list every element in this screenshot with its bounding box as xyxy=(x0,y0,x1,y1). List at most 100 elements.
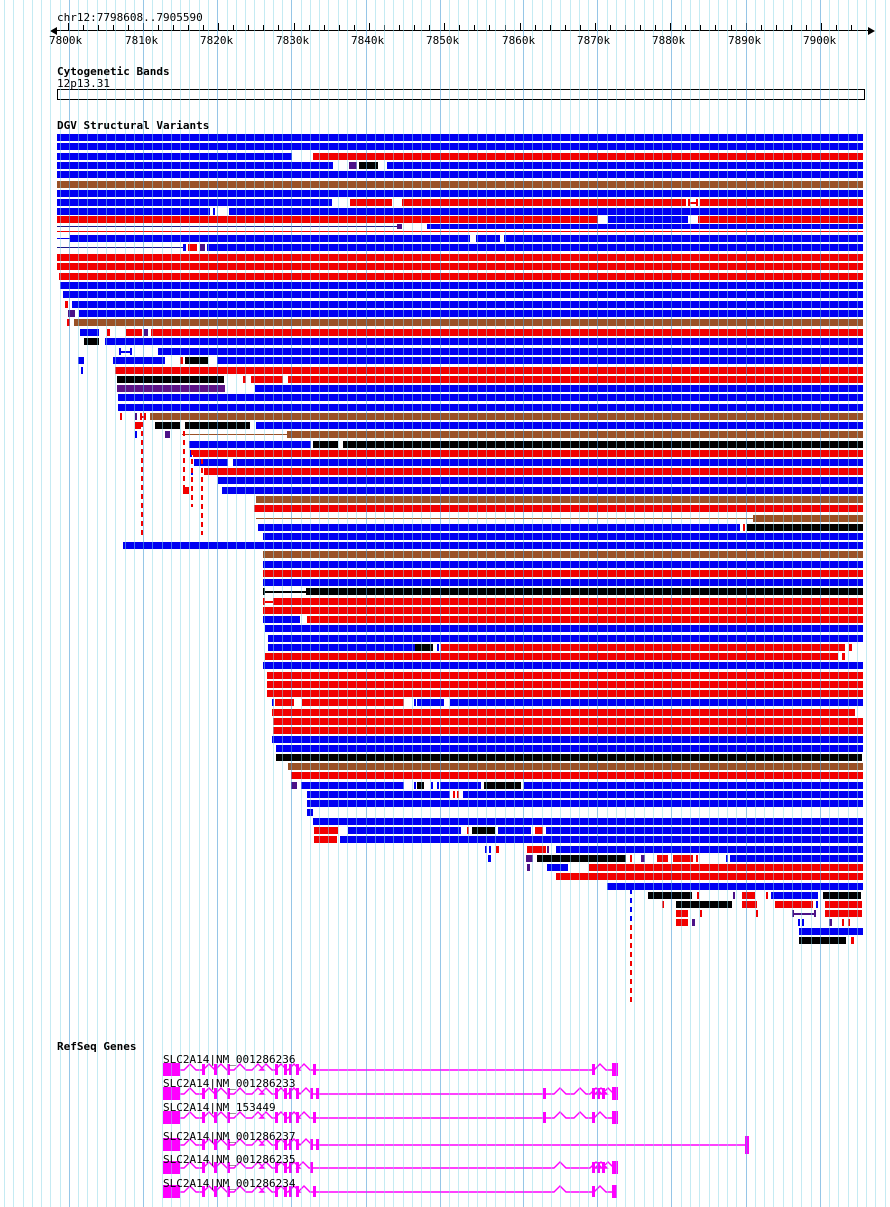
variant-bar[interactable] xyxy=(472,827,495,834)
variant-bar[interactable] xyxy=(288,763,863,770)
variant-bar[interactable] xyxy=(68,310,75,317)
variant-bar[interactable] xyxy=(263,607,863,614)
variant-bar[interactable] xyxy=(535,827,543,834)
variant-bar[interactable] xyxy=(183,487,189,494)
gene-exon[interactable] xyxy=(227,1162,230,1173)
variant-bar[interactable] xyxy=(313,153,863,160)
variant-bar[interactable] xyxy=(547,846,549,853)
variant-bar[interactable] xyxy=(698,216,863,223)
variant-bar[interactable] xyxy=(756,910,758,917)
variant-bar[interactable] xyxy=(222,487,863,494)
gene-model[interactable] xyxy=(0,1136,890,1154)
variant-bar[interactable] xyxy=(263,662,863,669)
variant-bar[interactable] xyxy=(431,782,433,789)
variant-bar[interactable] xyxy=(314,827,338,834)
variant-bar[interactable] xyxy=(849,644,852,651)
variant-bar[interactable] xyxy=(799,937,846,944)
variant-bar[interactable] xyxy=(263,598,275,605)
variant-bar[interactable] xyxy=(526,855,533,862)
variant-bar[interactable] xyxy=(57,171,863,178)
gene-exon[interactable] xyxy=(296,1112,299,1123)
variant-bar[interactable] xyxy=(445,644,845,651)
variant-bar[interactable] xyxy=(825,901,862,908)
variant-bar[interactable] xyxy=(60,282,863,289)
gene-exon[interactable] xyxy=(227,1186,230,1197)
variant-bar[interactable] xyxy=(692,919,695,926)
variant-bar[interactable] xyxy=(193,450,863,457)
gene-exon[interactable] xyxy=(284,1186,287,1197)
variant-bar[interactable] xyxy=(648,892,692,899)
gene-exon[interactable] xyxy=(296,1139,299,1150)
variant-bar[interactable] xyxy=(79,310,863,317)
variant-bar[interactable] xyxy=(84,338,99,345)
variant-bar[interactable] xyxy=(816,901,818,908)
variant-bar[interactable] xyxy=(441,644,445,651)
variant-bar[interactable] xyxy=(276,745,863,752)
variant-bar[interactable] xyxy=(453,791,455,798)
variant-bar[interactable] xyxy=(63,291,863,298)
gene-model[interactable] xyxy=(0,1159,890,1177)
variant-bar[interactable] xyxy=(307,616,863,623)
variant-bar[interactable] xyxy=(251,376,283,383)
variant-bar[interactable] xyxy=(185,357,208,364)
gene-model[interactable] xyxy=(0,1085,890,1103)
cytogenetic-band[interactable] xyxy=(57,89,865,100)
gene-end-exon[interactable] xyxy=(612,1111,618,1124)
variant-bar[interactable] xyxy=(72,301,863,308)
gene-end-exon[interactable] xyxy=(612,1063,618,1076)
variant-bar[interactable] xyxy=(314,836,337,843)
variant-bar[interactable] xyxy=(308,588,863,595)
variant-bar[interactable] xyxy=(57,238,70,239)
variant-bar[interactable] xyxy=(272,736,863,743)
variant-bar[interactable] xyxy=(189,441,311,448)
variant-bar[interactable] xyxy=(273,727,863,734)
variant-bar[interactable] xyxy=(265,625,863,632)
variant-bar[interactable] xyxy=(726,855,728,862)
variant-bar[interactable] xyxy=(288,376,863,383)
variant-bar[interactable] xyxy=(113,357,165,364)
variant-bar[interactable] xyxy=(414,699,416,706)
gene-exon[interactable] xyxy=(543,1112,546,1123)
variant-bar[interactable] xyxy=(307,800,863,807)
variant-bar[interactable] xyxy=(823,892,861,899)
variant-bar[interactable] xyxy=(476,235,500,242)
variant-bar[interactable] xyxy=(350,199,392,206)
variant-bar[interactable] xyxy=(730,855,863,862)
variant-bar[interactable] xyxy=(57,216,598,223)
variant-bar[interactable] xyxy=(57,208,210,215)
variant-bar[interactable] xyxy=(150,413,863,420)
variant-bar[interactable] xyxy=(527,846,546,853)
variant-bar[interactable] xyxy=(263,616,300,623)
gene-exon[interactable] xyxy=(592,1064,595,1075)
variant-bar[interactable] xyxy=(489,846,491,853)
gene-exon[interactable] xyxy=(214,1088,217,1099)
variant-bar[interactable] xyxy=(291,772,863,779)
gene-exon[interactable] xyxy=(296,1186,299,1197)
gene-exon[interactable] xyxy=(592,1162,595,1173)
variant-bar[interactable] xyxy=(135,413,137,420)
gene-exon[interactable] xyxy=(316,1139,319,1150)
variant-bar[interactable] xyxy=(256,496,863,503)
variant-bar[interactable] xyxy=(144,329,148,336)
variant-bar[interactable] xyxy=(792,910,816,917)
variant-bar[interactable] xyxy=(263,579,863,586)
variant-bar[interactable] xyxy=(57,254,863,261)
variant-bar[interactable] xyxy=(57,153,292,160)
gene-exon[interactable] xyxy=(289,1139,292,1150)
gene-model[interactable] xyxy=(0,1109,890,1127)
gene-exon[interactable] xyxy=(289,1064,292,1075)
variant-bar[interactable] xyxy=(457,791,459,798)
variant-bar[interactable] xyxy=(313,818,863,825)
variant-bar[interactable] xyxy=(57,226,397,227)
variant-bar[interactable] xyxy=(700,199,863,206)
variant-bar[interactable] xyxy=(115,367,863,374)
variant-bar[interactable] xyxy=(556,873,863,880)
variant-bar[interactable] xyxy=(467,827,469,834)
variant-bar[interactable] xyxy=(742,892,755,899)
variant-bar[interactable] xyxy=(155,422,180,429)
variant-bar[interactable] xyxy=(272,699,274,706)
variant-bar[interactable] xyxy=(59,273,863,280)
variant-bar[interactable] xyxy=(427,224,863,229)
variant-bar[interactable] xyxy=(273,718,863,725)
variant-bar[interactable] xyxy=(402,199,686,206)
